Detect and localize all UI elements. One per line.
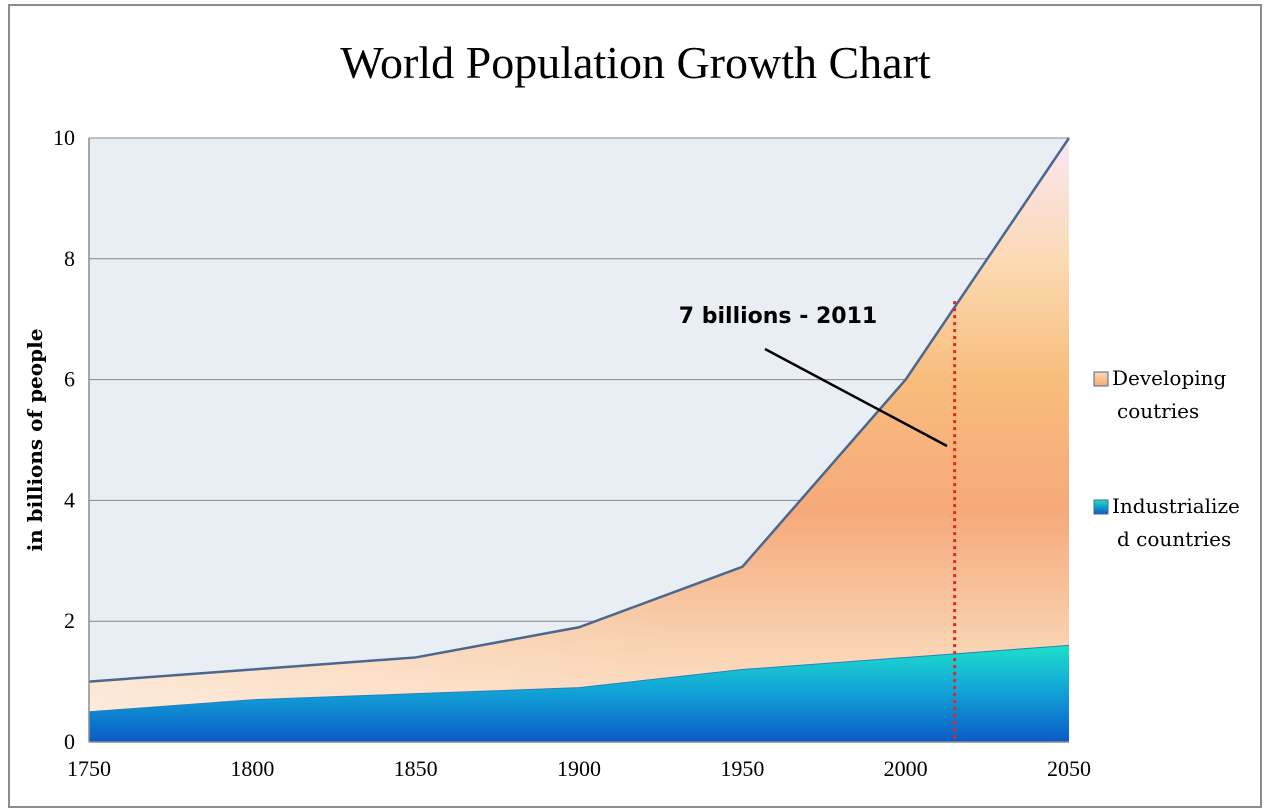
line-industrialized: [88, 644, 1070, 713]
y-tick-label: 4: [64, 487, 75, 512]
x-tick-label: 1850: [394, 756, 438, 781]
y-tick-label: 6: [64, 367, 75, 392]
legend-developing-label: Developing: [1112, 366, 1227, 390]
legend-industrialized-label: d countries: [1117, 527, 1231, 551]
x-tick-label: 2000: [884, 756, 928, 781]
y-tick-label: 0: [64, 729, 75, 754]
x-tick-label: 1950: [720, 756, 764, 781]
y-tick-label: 2: [64, 608, 75, 633]
y-tick-label: 10: [53, 125, 75, 150]
y-axis-label: in billions of people: [23, 329, 47, 552]
chart-title: World Population Growth Chart: [340, 37, 931, 88]
legend-industrialized-swatch: [1093, 499, 1109, 515]
legend-industrialized-label: Industrialize: [1112, 494, 1240, 518]
legend-developing-swatch: [1093, 371, 1109, 387]
line-total: [88, 137, 1071, 683]
area-industrialized: [89, 645, 1069, 742]
x-tick-label: 1800: [230, 756, 274, 781]
legend-developing-label: coutries: [1117, 399, 1199, 423]
y-tick-label: 8: [64, 246, 75, 271]
area-developing-sheen: [89, 138, 1069, 712]
annotation-pointer: [764, 347, 948, 448]
x-tick-label: 1750: [67, 756, 111, 781]
annotation-label: 7 billions - 2011: [679, 304, 877, 329]
x-tick-label: 2050: [1047, 756, 1091, 781]
x-tick-label: 1900: [557, 756, 601, 781]
